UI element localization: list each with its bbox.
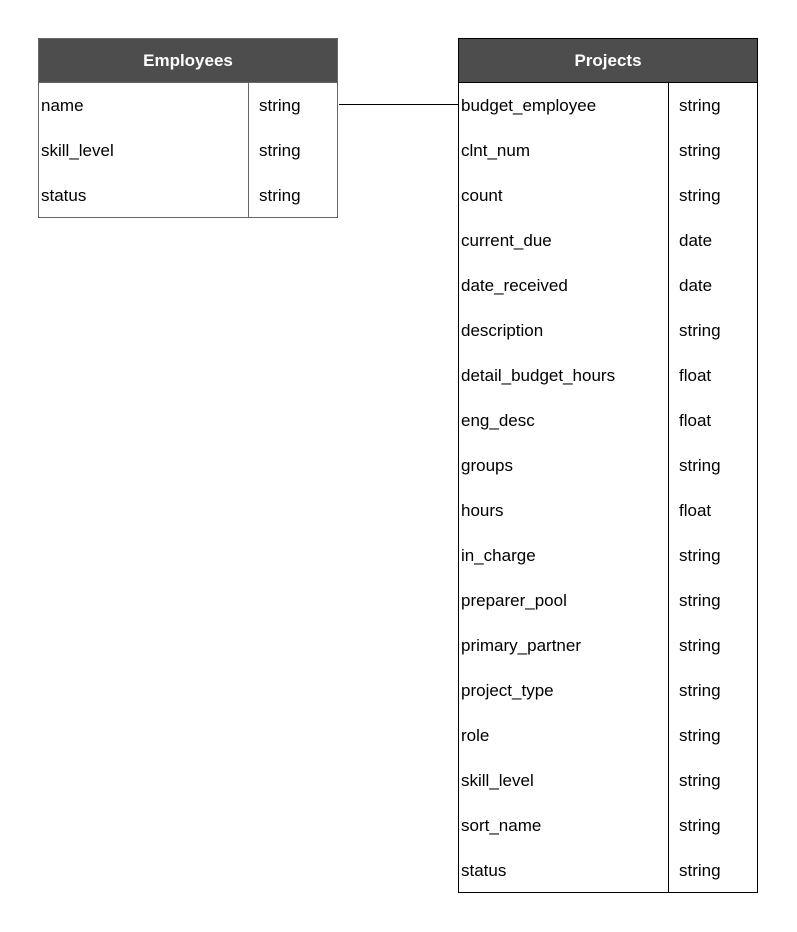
field-name: date_received — [461, 275, 568, 295]
field-name: in_charge — [461, 545, 536, 565]
field-type: string — [259, 95, 301, 115]
field-row[interactable]: clnt_num string — [459, 128, 757, 173]
field-name: name — [41, 95, 84, 115]
field-row[interactable]: detail_budget_hours float — [459, 353, 757, 398]
field-name: hours — [461, 500, 504, 520]
field-name: status — [41, 185, 87, 205]
field-row[interactable]: groups string — [459, 443, 757, 488]
field-type: date — [679, 275, 713, 295]
field-name: groups — [461, 455, 513, 475]
field-row[interactable]: name string — [39, 83, 337, 128]
field-type: string — [679, 590, 721, 610]
field-type: date — [679, 230, 713, 250]
field-row[interactable]: primary_partner string — [459, 623, 757, 668]
field-list: name string skill_level string status string — [39, 83, 337, 218]
table-title: Employees — [39, 39, 337, 83]
field-type: string — [259, 185, 301, 205]
projects-table[interactable]: Projects budget_employee string clnt_num st… — [458, 38, 758, 893]
field-type: string — [679, 455, 721, 475]
field-row[interactable]: skill_level string — [39, 128, 337, 173]
field-row[interactable]: status string — [39, 173, 337, 218]
field-type: float — [679, 365, 712, 385]
field-type: string — [679, 635, 721, 655]
field-name: sort_name — [461, 815, 542, 835]
field-name: status — [461, 860, 507, 880]
field-type: string — [679, 95, 721, 115]
field-type: string — [679, 725, 721, 745]
field-row[interactable]: description string — [459, 308, 757, 353]
field-row[interactable]: budget_employee string — [459, 83, 757, 128]
employees-table[interactable]: Employees name string skill_level string sta… — [38, 38, 338, 218]
field-name: skill_level — [461, 770, 534, 790]
relationship-connector[interactable] — [339, 104, 458, 105]
field-row[interactable]: skill_level string — [459, 758, 757, 803]
field-name: count — [461, 185, 503, 205]
field-name: skill_level — [41, 140, 114, 160]
field-name: primary_partner — [461, 635, 581, 655]
field-type: string — [679, 815, 721, 835]
field-type: string — [679, 140, 721, 160]
field-name: budget_employee — [461, 95, 597, 115]
column-divider — [668, 83, 669, 892]
field-row[interactable]: role string — [459, 713, 757, 758]
column-divider — [248, 83, 249, 217]
field-type: string — [259, 140, 301, 160]
field-name: project_type — [461, 680, 554, 700]
field-type: float — [679, 410, 712, 430]
field-name: preparer_pool — [461, 590, 567, 610]
field-row[interactable]: project_type string — [459, 668, 757, 713]
field-list: budget_employee string clnt_num string count… — [459, 83, 757, 893]
field-row[interactable]: hours float — [459, 488, 757, 533]
field-type: string — [679, 680, 721, 700]
field-type: float — [679, 500, 712, 520]
field-row[interactable]: count string — [459, 173, 757, 218]
field-name: description — [461, 320, 544, 340]
table-title: Projects — [459, 39, 757, 83]
field-type: string — [679, 860, 721, 880]
field-name: detail_budget_hours — [461, 365, 616, 385]
field-row[interactable]: current_due date — [459, 218, 757, 263]
field-name: clnt_num — [461, 140, 530, 160]
field-name: eng_desc — [461, 410, 535, 430]
field-type: string — [679, 320, 721, 340]
field-row[interactable]: preparer_pool string — [459, 578, 757, 623]
field-row[interactable]: eng_desc float — [459, 398, 757, 443]
field-type: string — [679, 545, 721, 565]
field-name: role — [461, 725, 490, 745]
field-row[interactable]: in_charge string — [459, 533, 757, 578]
field-type: string — [679, 770, 721, 790]
field-row[interactable]: status string — [459, 848, 757, 893]
field-name: current_due — [461, 230, 552, 250]
field-row[interactable]: date_received date — [459, 263, 757, 308]
field-row[interactable]: sort_name string — [459, 803, 757, 848]
field-type: string — [679, 185, 721, 205]
